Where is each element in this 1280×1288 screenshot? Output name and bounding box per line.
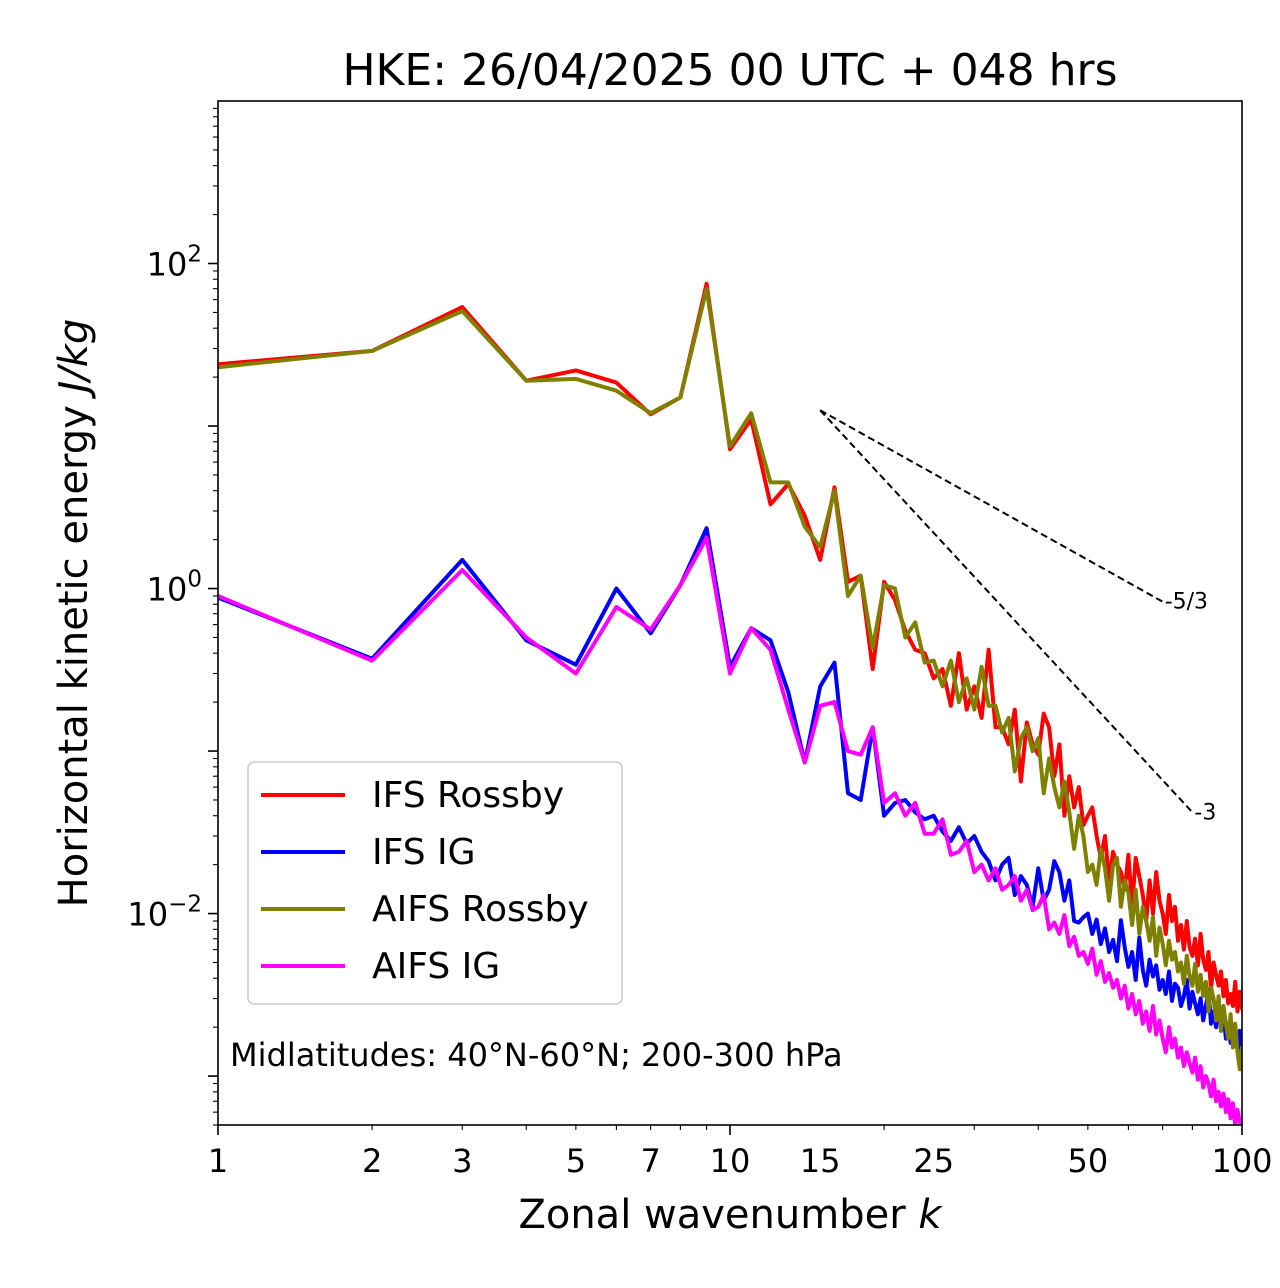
- legend-label: IFS Rossby: [372, 775, 564, 816]
- y-axis-ticks: 102 100 10−2: [127, 107, 218, 1126]
- x-tick-label: 2: [362, 1142, 382, 1180]
- y-axis-label-unit: J/kg: [51, 319, 97, 400]
- x-axis-ticks: 1 2 3 5 7 10 15 25 50 100: [208, 1125, 1273, 1180]
- series-layer: [218, 281, 1242, 1125]
- x-tick-label: 100: [1211, 1142, 1272, 1180]
- x-tick-label: 25: [913, 1142, 954, 1180]
- x-axis-label: Zonal wavenumber k: [518, 1192, 943, 1238]
- chart-title: HKE: 26/04/2025 00 UTC + 048 hrs: [342, 45, 1117, 96]
- region-annotation: Midlatitudes: 40°N-60°N; 200-300 hPa: [230, 1036, 843, 1074]
- x-axis-label-variable: k: [918, 1192, 943, 1238]
- x-tick-label: 50: [1068, 1142, 1109, 1180]
- y-tick-label: 102: [147, 242, 202, 284]
- slope-reference-lines: -5/3 -3: [819, 409, 1216, 825]
- legend-label: IFS IG: [372, 832, 476, 873]
- y-axis-label-text: Horizontal kinetic energy: [51, 405, 97, 907]
- y-axis-label: Horizontal kinetic energy J/kg: [51, 319, 97, 908]
- x-tick-label: 7: [641, 1142, 661, 1180]
- x-tick-label: 15: [800, 1142, 841, 1180]
- slope-line-2: [819, 409, 1194, 813]
- series-line-ifs-ig: [218, 526, 1242, 1066]
- legend-label: AIFS IG: [372, 946, 500, 987]
- slope-label-2: -3: [1194, 800, 1216, 825]
- x-tick-label: 10: [710, 1142, 751, 1180]
- series-line-aifs-ig: [218, 535, 1242, 1125]
- series-line-aifs-rossby: [218, 286, 1242, 1072]
- y-tick-label: 10−2: [127, 892, 202, 934]
- x-axis-label-text: Zonal wavenumber: [518, 1192, 906, 1238]
- legend: IFS Rossby IFS IG AIFS Rossby AIFS IG: [247, 761, 623, 1005]
- slope-label-1: -5/3: [1165, 590, 1208, 615]
- x-tick-label: 5: [566, 1142, 586, 1180]
- series-line-ifs-rossby: [218, 281, 1242, 1014]
- x-tick-label: 3: [452, 1142, 472, 1180]
- x-tick-label: 1: [208, 1142, 228, 1180]
- y-tick-label: 100: [147, 567, 202, 609]
- slope-line-1: [819, 409, 1164, 603]
- legend-entries: IFS Rossby IFS IG AIFS Rossby AIFS IG: [261, 775, 589, 987]
- legend-label: AIFS Rossby: [372, 889, 589, 930]
- legend-box: [247, 761, 623, 1005]
